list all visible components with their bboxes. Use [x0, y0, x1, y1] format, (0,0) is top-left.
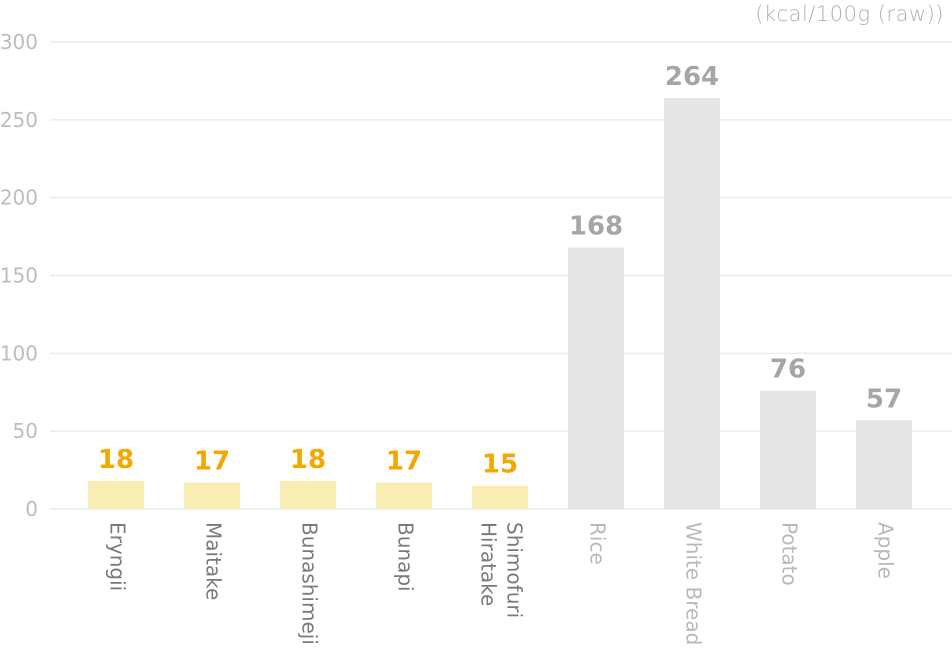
- y-tick-label-250: 250: [0, 108, 38, 132]
- value-label-maitake: 17: [194, 447, 230, 477]
- value-label-rice: 168: [569, 211, 623, 241]
- x-tick-label-white-bread: White Bread: [682, 522, 706, 645]
- x-tick-label-maitake: Maitake: [202, 522, 226, 600]
- x-tick-label-bunashimeji: Bunashimeji: [298, 522, 322, 645]
- bar-bunapi: [376, 482, 432, 509]
- x-tick-label-eryngii: Eryngii: [106, 522, 130, 591]
- bar-rice: [568, 247, 624, 510]
- x-tick-label-apple: Apple: [874, 522, 898, 579]
- y-tick-label-200: 200: [0, 186, 38, 210]
- x-tick-label-rice: Rice: [586, 522, 610, 565]
- unit-label: (kcal/100g (raw)): [755, 2, 944, 26]
- value-label-apple: 57: [866, 384, 902, 414]
- bar-eryngii: [88, 480, 144, 509]
- y-tick-label-50: 50: [13, 419, 38, 443]
- value-label-bunashimeji: 18: [290, 445, 326, 475]
- x-tick-label-hiratake: Hiratake: [477, 522, 501, 606]
- y-tick-label-100: 100: [0, 341, 38, 365]
- x-tick-label-bunapi: Bunapi: [394, 522, 418, 592]
- bar-maitake: [184, 482, 240, 509]
- bar-white-bread: [664, 98, 720, 509]
- y-tick-label-0: 0: [25, 497, 38, 521]
- y-tick-label-300: 300: [0, 30, 38, 54]
- bar-potato: [760, 390, 816, 509]
- bar-shimofuri-hiratake: [472, 485, 528, 509]
- bar-bunashimeji: [280, 480, 336, 509]
- x-tick-label-shimofuri: Shimofuri: [503, 522, 527, 618]
- value-label-eryngii: 18: [98, 445, 134, 475]
- value-label-white-bread: 264: [665, 62, 719, 92]
- y-tick-label-150: 150: [0, 264, 38, 288]
- value-label-bunapi: 17: [386, 447, 422, 477]
- x-tick-label-potato: Potato: [778, 522, 802, 586]
- bar-apple: [856, 420, 912, 509]
- value-label-potato: 76: [770, 355, 806, 385]
- value-label-shimofuri-hiratake: 15: [482, 450, 518, 480]
